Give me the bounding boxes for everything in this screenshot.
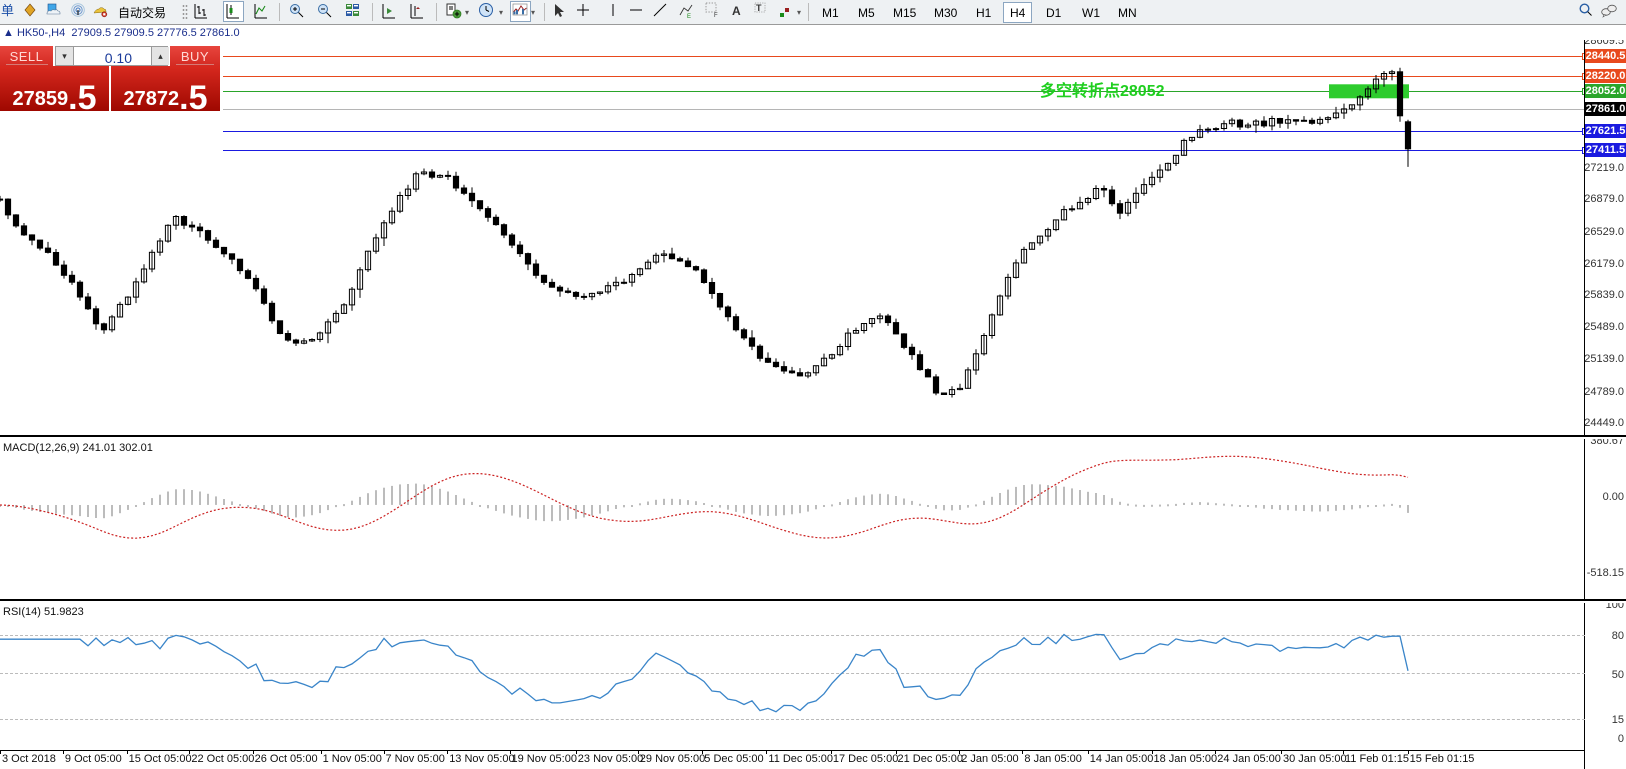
svg-text:多空转折点28052: 多空转折点28052 — [1040, 81, 1165, 100]
svg-text:E: E — [687, 14, 691, 18]
svg-text:T: T — [756, 3, 762, 13]
svg-text:F: F — [714, 13, 718, 18]
svg-text:A: A — [732, 4, 741, 18]
svg-text:单: 单 — [1, 3, 14, 18]
